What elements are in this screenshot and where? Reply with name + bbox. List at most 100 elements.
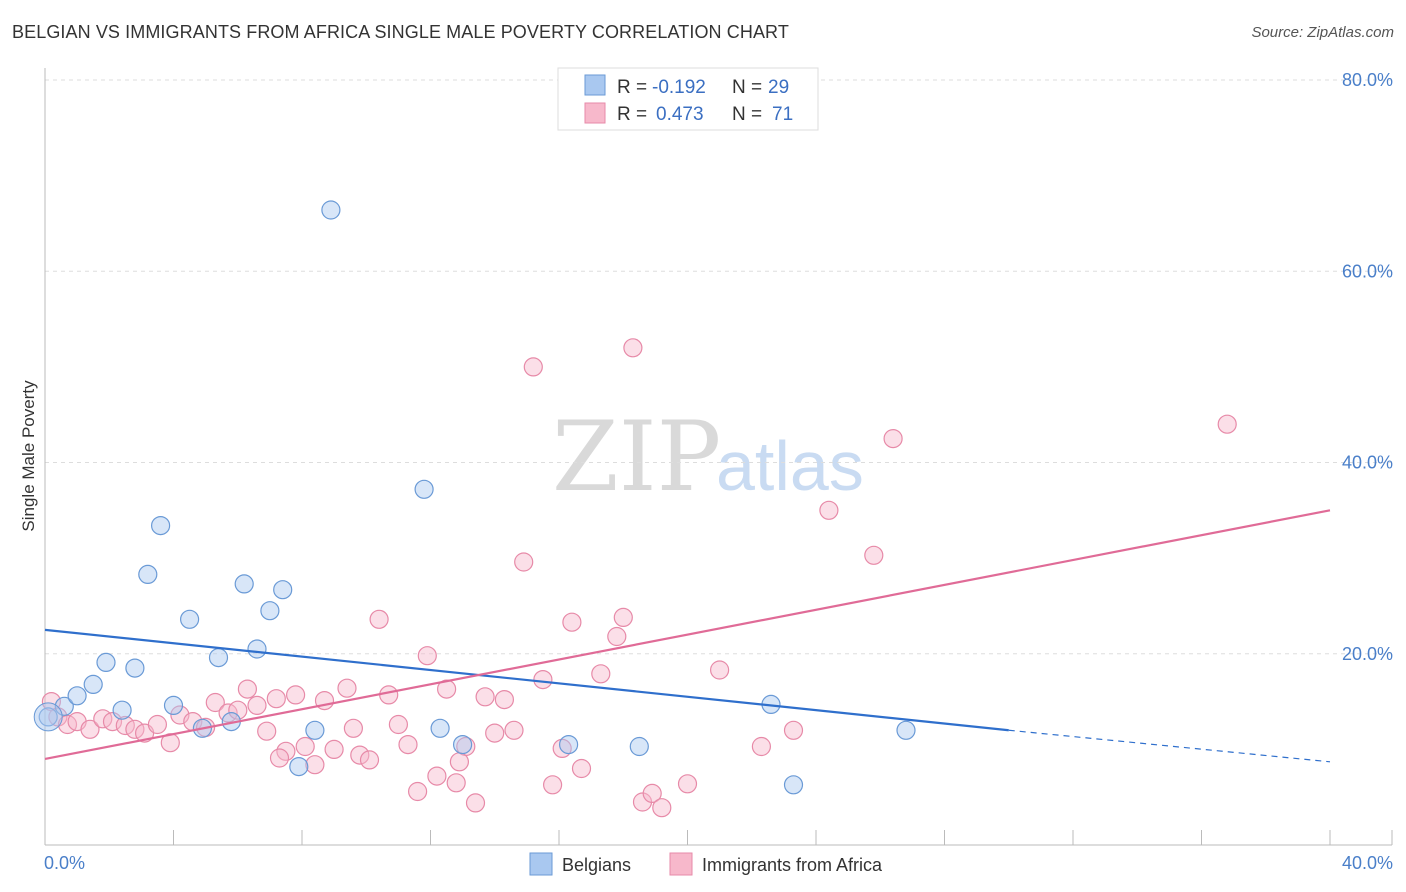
- africa-point: [446, 773, 466, 793]
- belgians-point: [430, 718, 450, 738]
- africa-point: [408, 781, 428, 802]
- belgians-point: [112, 700, 132, 720]
- africa-point: [228, 700, 248, 720]
- africa-point: [475, 687, 495, 707]
- belgians-point: [180, 609, 200, 629]
- africa-point: [437, 679, 457, 699]
- x-tick-label-max: 40.0%: [1342, 853, 1393, 873]
- legend-r-label-2: R =: [617, 104, 647, 125]
- africa-point: [237, 679, 257, 699]
- africa-point: [379, 685, 399, 705]
- africa-point: [485, 723, 505, 743]
- africa-point: [147, 714, 167, 735]
- africa-point: [1217, 414, 1237, 434]
- belgians-point: [273, 580, 293, 600]
- legend-r-value-2: 0.473: [656, 104, 704, 125]
- africa-point: [337, 678, 357, 698]
- belgians-point: [558, 734, 579, 755]
- y-tick-label-40: 40.0%: [1342, 453, 1393, 473]
- belgians-point: [151, 515, 171, 536]
- africa-point: [398, 734, 418, 755]
- africa-point: [359, 750, 380, 770]
- africa-point: [115, 715, 135, 736]
- africa-point: [388, 714, 408, 735]
- legend-swatch-belgians: [584, 74, 606, 96]
- africa-point: [533, 669, 553, 690]
- belgians-trend-extension: [1008, 729, 1331, 763]
- belgians-point: [414, 479, 434, 499]
- africa-point: [449, 752, 469, 772]
- africa-point: [523, 357, 543, 377]
- africa-point: [613, 607, 633, 628]
- grid-lines: [45, 79, 1392, 655]
- africa-point: [623, 338, 643, 358]
- belgians-point: [208, 647, 229, 668]
- africa-point: [571, 758, 592, 779]
- africa-point: [465, 793, 486, 813]
- belgians-point: [67, 686, 87, 706]
- bottom-legend-swatch-belgians: [529, 852, 553, 876]
- x-tick-label-min: 0.0%: [44, 853, 85, 873]
- belgians-point: [783, 775, 804, 795]
- legend-swatch-africa: [584, 102, 606, 124]
- legend-n-label-2: N =: [732, 104, 762, 125]
- belgians-point: [125, 658, 145, 678]
- belgians-point: [234, 574, 254, 594]
- africa-point: [205, 692, 225, 713]
- belgians-cluster-point: [33, 702, 63, 732]
- y-axis-label: Single Male Poverty: [19, 380, 38, 532]
- africa-point: [305, 755, 325, 775]
- belgians-point: [629, 736, 649, 757]
- africa-point: [369, 609, 389, 629]
- africa-point: [324, 739, 344, 760]
- africa-point: [417, 646, 437, 666]
- africa-point: [266, 689, 286, 709]
- belgians-point: [321, 200, 341, 220]
- africa-point: [247, 695, 267, 716]
- africa-point: [709, 660, 730, 680]
- legend-n-value-2: 71: [772, 104, 793, 125]
- y-tick-label-20: 20.0%: [1342, 644, 1393, 664]
- africa-point: [783, 720, 804, 740]
- legend-r-label-1: R =: [617, 77, 647, 98]
- africa-point: [257, 721, 277, 741]
- x-axis-ticks: [44, 830, 1393, 845]
- belgians-point: [96, 652, 116, 673]
- belgians-point: [305, 720, 325, 740]
- africa-point: [427, 766, 447, 786]
- africa-point: [125, 719, 145, 739]
- africa-point: [562, 612, 582, 632]
- africa-point: [751, 736, 772, 757]
- africa-point: [883, 429, 903, 449]
- africa-point: [677, 774, 698, 794]
- legend-n-value-1: 29: [768, 77, 789, 98]
- africa-point: [80, 719, 100, 739]
- africa-point: [542, 775, 563, 795]
- africa-point: [494, 689, 514, 710]
- y-tick-label-80: 80.0%: [1342, 70, 1393, 90]
- africa-trend-line: [44, 509, 1331, 761]
- legend-r-value-1: -0.192: [652, 77, 706, 98]
- africa-point: [269, 748, 290, 768]
- belgians-point: [163, 695, 184, 716]
- belgians-point: [289, 756, 309, 777]
- africa-point: [819, 500, 839, 520]
- belgians-point: [260, 601, 280, 621]
- africa-point: [607, 626, 627, 647]
- y-tick-label-60: 60.0%: [1342, 261, 1393, 281]
- legend-n-label-1: N =: [732, 77, 762, 98]
- bottom-legend-swatch-africa: [669, 852, 693, 876]
- series-legend: Belgians Immigrants from Africa: [529, 852, 883, 876]
- belgians-point: [247, 639, 267, 659]
- stats-legend: R = -0.192 N = 29 R = 0.473 N = 71: [557, 67, 819, 131]
- africa-point: [591, 664, 611, 684]
- trend-lines: [44, 509, 1331, 763]
- africa-point: [652, 798, 672, 818]
- africa-point: [864, 545, 884, 565]
- africa-point: [642, 783, 662, 804]
- africa-point: [350, 745, 370, 765]
- watermark-atlas: atlas: [716, 427, 864, 505]
- y-tick-labels: 20.0% 40.0% 60.0% 80.0%: [1342, 70, 1393, 664]
- belgians-point: [896, 720, 916, 740]
